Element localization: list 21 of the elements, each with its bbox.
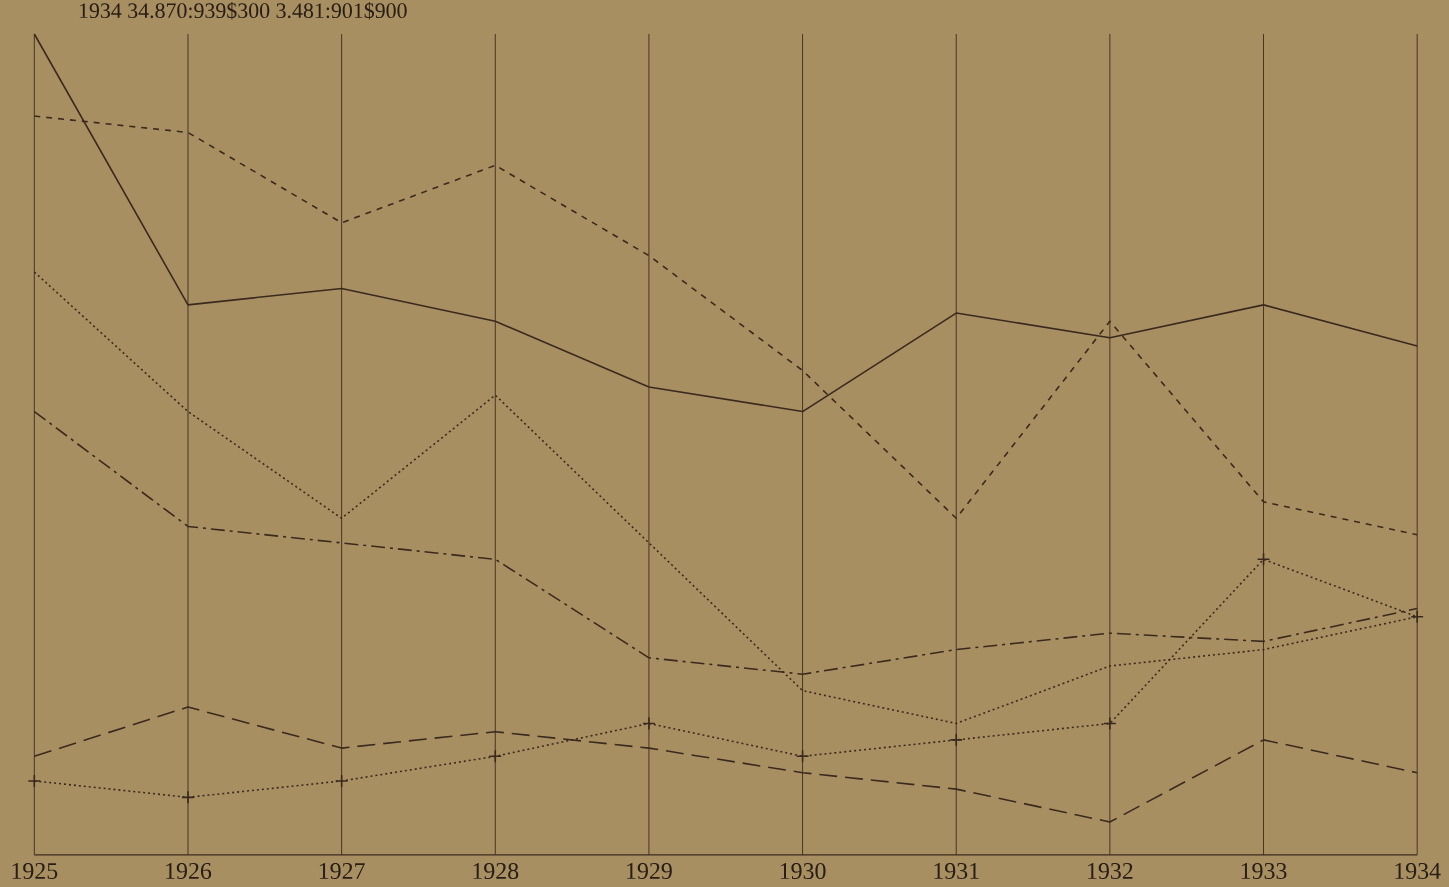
point [27, 774, 42, 788]
x-tick-label: 1928 [473, 862, 519, 880]
x-tick-label: 1927 [319, 862, 365, 879]
point [642, 716, 656, 731]
x-tick-label: 1929 [627, 862, 672, 879]
x-tick-label: 1932 [1088, 862, 1133, 879]
point [334, 774, 349, 788]
x-tick-label: 1933 [1241, 862, 1287, 879]
x-tick-label: 1931 [934, 862, 979, 879]
point [181, 790, 195, 805]
x-tick-label: 1926 [166, 862, 212, 879]
x-tick-label: 1925 [12, 862, 58, 879]
point [1103, 716, 1117, 731]
point [488, 749, 503, 764]
x-tick-label: 1934 [1395, 862, 1441, 879]
point [949, 733, 963, 747]
point [1410, 609, 1424, 624]
point [795, 749, 810, 764]
point [1256, 552, 1271, 567]
x-tick-label: 1930 [780, 862, 826, 880]
text: 1934 34.870:939$300 3.481:901$900 [79, 1, 407, 20]
